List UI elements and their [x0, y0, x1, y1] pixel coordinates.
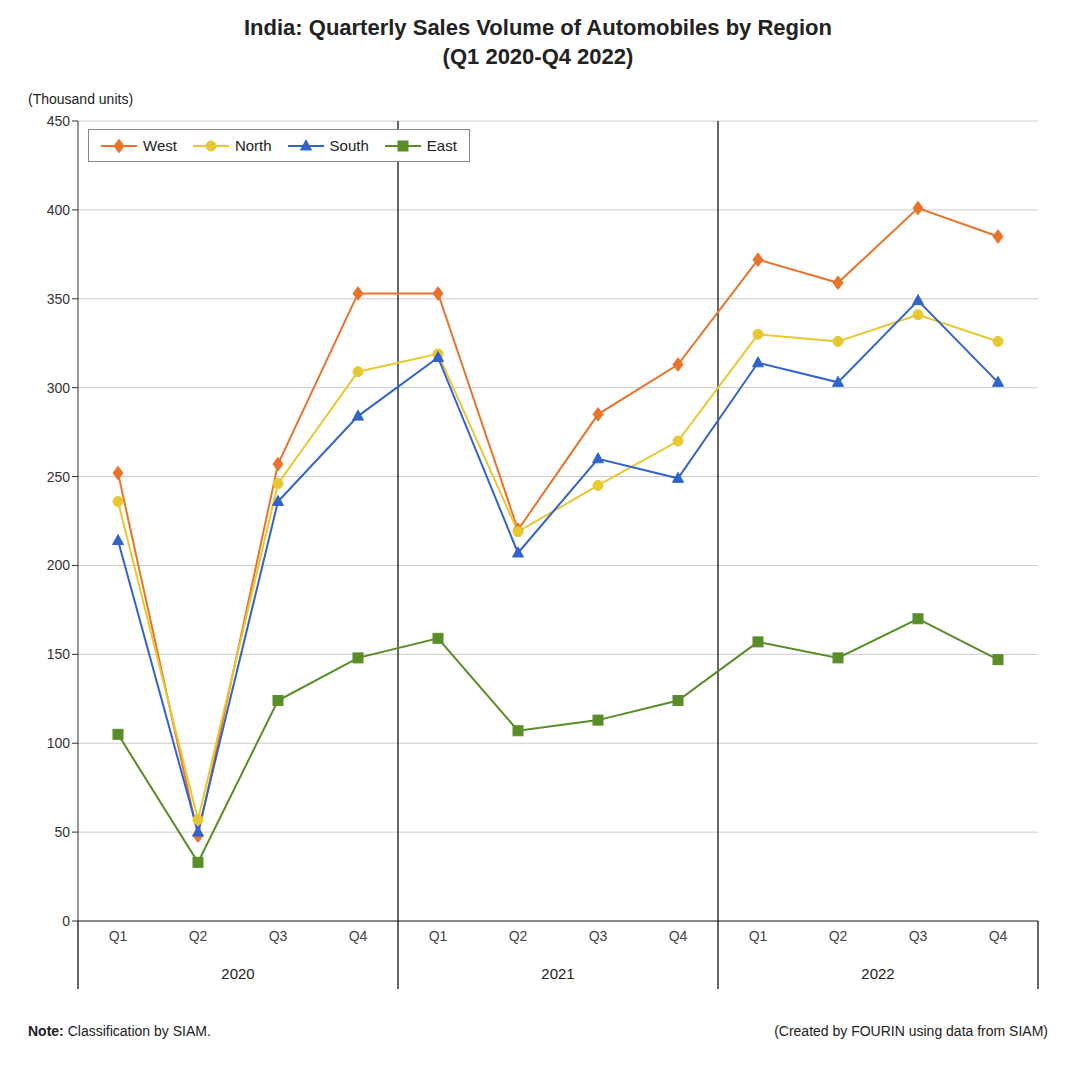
svg-text:250: 250: [47, 469, 71, 485]
html-text:West: West: [143, 137, 177, 155]
html-text:South: South: [329, 137, 369, 155]
svg-text:200: 200: [47, 558, 71, 574]
svg-text:150: 150: [47, 646, 71, 662]
svg-text:Q2: Q2: [829, 928, 848, 944]
svg-text:Q4: Q4: [349, 928, 368, 944]
svg-text:300: 300: [47, 380, 71, 396]
svg-text:350: 350: [47, 291, 71, 307]
html-text:(Created by FOURIN using data: (Created by FOURIN using data from SIAM): [774, 1023, 1048, 1040]
svg-text:Q2: Q2: [189, 928, 208, 944]
svg-text:400: 400: [47, 202, 71, 218]
svg-text:Q3: Q3: [909, 928, 928, 944]
svg-text:Q1: Q1: [109, 928, 128, 944]
svg-text:0: 0: [62, 913, 70, 929]
svg-text:Q4: Q4: [989, 928, 1008, 944]
svg-text:100: 100: [47, 735, 71, 751]
svg-text:Q2: Q2: [509, 928, 528, 944]
svg-text:Q3: Q3: [589, 928, 608, 944]
svg-text:Q1: Q1: [749, 928, 768, 944]
svg-text:Q4: Q4: [669, 928, 688, 944]
svg-text:50: 50: [54, 824, 70, 840]
html-text:India: Quarterly Sales Volume: India: Quarterly Sales Volume of Automob…: [244, 15, 832, 69]
html-text:East: East: [426, 137, 457, 155]
svg-text:Q3: Q3: [269, 928, 288, 944]
html-text:North: North: [234, 137, 272, 155]
svg-text:2021: 2021: [541, 965, 574, 982]
svg-text:2020: 2020: [221, 965, 254, 982]
html-text:Note: Classification by SIAM.: Note: Classification by SIAM.: [28, 1023, 211, 1040]
svg-text:Q1: Q1: [429, 928, 448, 944]
html-text:(Thousand units): (Thousand units): [28, 91, 134, 108]
svg-text:450: 450: [47, 113, 71, 129]
svg-text:2022: 2022: [861, 965, 894, 982]
